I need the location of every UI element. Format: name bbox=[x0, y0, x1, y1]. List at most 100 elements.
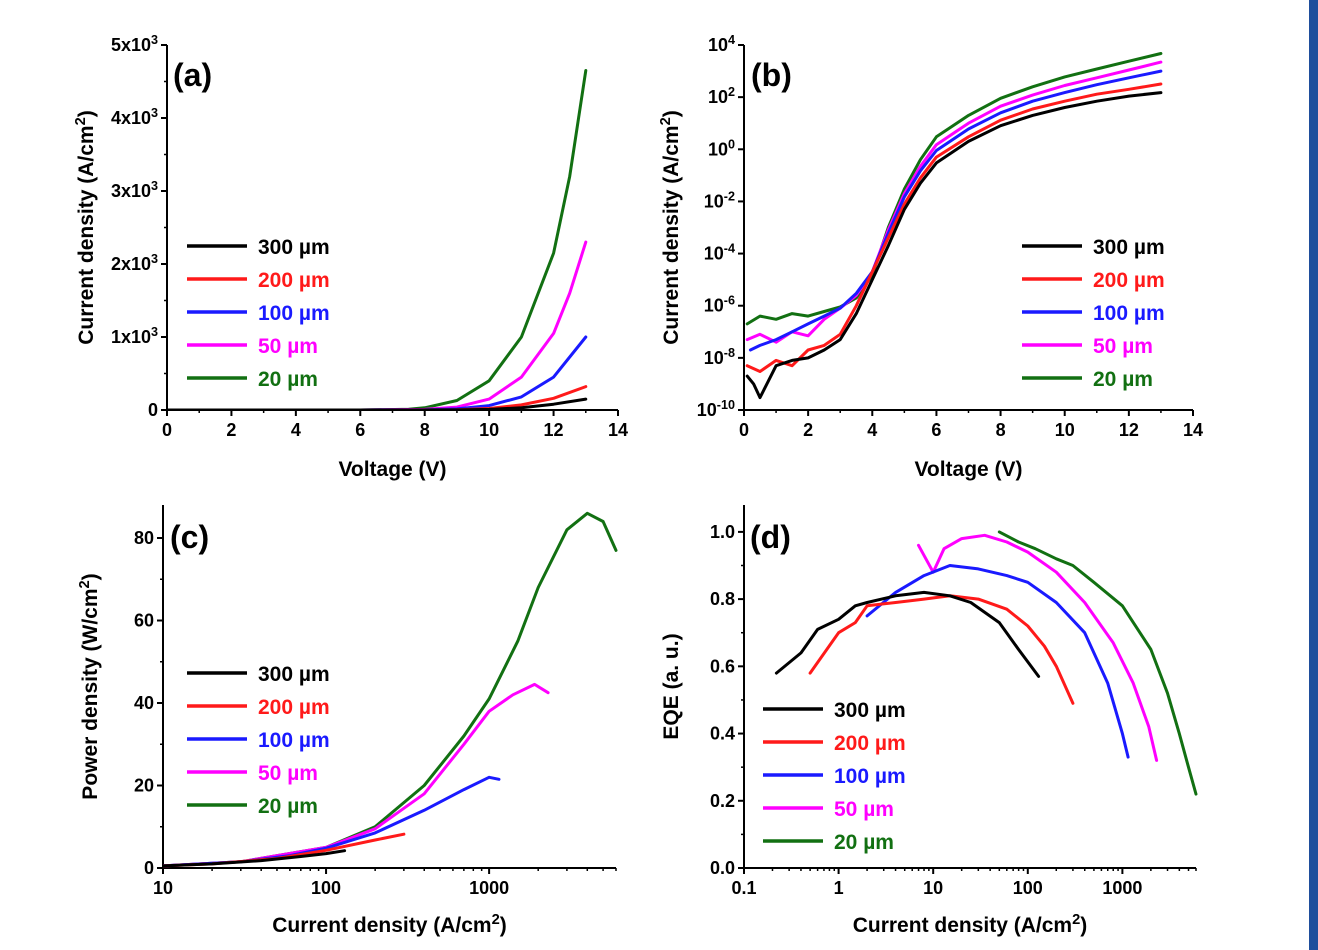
y-tick-label: 0 bbox=[144, 858, 154, 878]
x-tick-label: 100 bbox=[1013, 878, 1043, 898]
right-edge-bar bbox=[1309, 0, 1318, 950]
y-tick-label: 100 bbox=[708, 137, 735, 159]
y-tick-label: 80 bbox=[134, 528, 154, 548]
y-tick-label: 0 bbox=[148, 400, 158, 420]
x-axis-label: Voltage (V) bbox=[338, 458, 446, 481]
x-tick-label: 8 bbox=[420, 420, 430, 440]
x-axis-label: Current density (A/cm2) bbox=[272, 912, 507, 937]
y-tick-label: 0.2 bbox=[710, 791, 735, 811]
legend-label: 300 µm bbox=[834, 699, 906, 722]
x-tick-label: 100 bbox=[311, 878, 341, 898]
x-tick-label: 0 bbox=[162, 420, 172, 440]
y-tick-label: 10-4 bbox=[704, 242, 735, 264]
series-line-300m bbox=[745, 91, 1163, 400]
y-tick-label: 10-2 bbox=[704, 189, 735, 211]
panel-label: (c) bbox=[170, 519, 209, 555]
y-tick-label: 4x103 bbox=[111, 106, 158, 128]
y-tick-label: 10-10 bbox=[697, 398, 735, 420]
legend-label: 50 µm bbox=[258, 762, 318, 785]
series-line-50m bbox=[745, 60, 1163, 344]
panel-a: 0 2 4 6 8 10 12 14 0 1x103 2x103 3x103 4x103 5x103 Vol… bbox=[73, 33, 628, 481]
legend-label: 50 µm bbox=[834, 798, 894, 821]
series-line-20m bbox=[163, 511, 618, 868]
x-tick-label: 4 bbox=[291, 420, 301, 440]
y-tick-label: 10-8 bbox=[704, 346, 735, 368]
legend-label: 50 µm bbox=[258, 335, 318, 358]
x-tick-label: 0.1 bbox=[731, 878, 756, 898]
x-tick-label: 1 bbox=[834, 878, 844, 898]
legend-label: 200 µm bbox=[258, 696, 330, 719]
y-tick-label: 10-6 bbox=[704, 294, 735, 316]
series-line-100m bbox=[748, 69, 1163, 352]
legend-label: 100 µm bbox=[834, 765, 906, 788]
y-axis-label: Current density (A/cm2) bbox=[73, 110, 98, 345]
legend-label: 50 µm bbox=[1093, 335, 1153, 358]
y-tick-label: 104 bbox=[708, 33, 735, 55]
panel-d: 0.1 1 10 100 1000 0.0 0.2 0.4 0.6 0.8 1.0 Current d… bbox=[660, 505, 1198, 937]
legend-label: 200 µm bbox=[834, 732, 906, 755]
series-line-300m bbox=[774, 590, 1041, 678]
legend-label: 300 µm bbox=[1093, 236, 1165, 259]
series-line-100m bbox=[865, 564, 1130, 759]
y-tick-label: 0.4 bbox=[710, 724, 735, 744]
legend-label: 100 µm bbox=[1093, 302, 1165, 325]
x-axis-label: Current density (A/cm2) bbox=[853, 912, 1088, 937]
x-tick-label: 6 bbox=[355, 420, 365, 440]
x-tick-label: 1000 bbox=[1102, 878, 1142, 898]
x-tick-label: 2 bbox=[803, 420, 813, 440]
x-tick-label: 12 bbox=[1119, 420, 1139, 440]
panel-c: 10 100 1000 0 20 40 60 80 Current density (A/cm2… bbox=[77, 505, 618, 937]
x-tick-label: 0 bbox=[739, 420, 749, 440]
x-tick-label: 10 bbox=[1055, 420, 1075, 440]
legend-label: 20 µm bbox=[258, 368, 318, 391]
legend-label: 300 µm bbox=[258, 236, 330, 259]
x-axis-label: Voltage (V) bbox=[914, 458, 1022, 481]
series-line-200m bbox=[163, 832, 406, 868]
series-line-20m bbox=[997, 530, 1198, 796]
series-line-50m bbox=[167, 240, 588, 410]
y-tick-label: 102 bbox=[708, 85, 735, 107]
x-tick-label: 2 bbox=[226, 420, 236, 440]
y-axis-label: Current density (A/cm2) bbox=[658, 110, 683, 345]
series-line-50m bbox=[163, 682, 550, 868]
x-tick-label: 14 bbox=[1183, 420, 1203, 440]
series-line-300m bbox=[167, 397, 588, 410]
y-tick-label: 60 bbox=[134, 611, 154, 631]
x-tick-label: 8 bbox=[996, 420, 1006, 440]
legend-label: 100 µm bbox=[258, 729, 330, 752]
y-tick-label: 2x103 bbox=[111, 252, 158, 274]
x-tick-label: 10 bbox=[923, 878, 943, 898]
y-tick-label: 0.6 bbox=[710, 656, 735, 676]
x-tick-label: 4 bbox=[867, 420, 877, 440]
series-line-20m bbox=[167, 69, 588, 410]
series-line-300m bbox=[163, 849, 347, 868]
legend-label: 20 µm bbox=[1093, 368, 1153, 391]
panel-label: (d) bbox=[750, 519, 791, 555]
series-line-200m bbox=[745, 82, 1163, 373]
legend-label: 20 µm bbox=[258, 795, 318, 818]
panel-label: (a) bbox=[173, 57, 212, 93]
x-tick-label: 14 bbox=[608, 420, 628, 440]
legend-label: 100 µm bbox=[258, 302, 330, 325]
panel-b: 0 2 4 6 8 10 12 14 10-10 10-8 10-6 10-4 10-2 100 102 10… bbox=[658, 33, 1203, 481]
y-tick-label: 40 bbox=[134, 693, 154, 713]
y-axis-label: Power density (W/cm2) bbox=[77, 573, 102, 799]
panel-label: (b) bbox=[751, 57, 792, 93]
x-tick-label: 10 bbox=[153, 878, 173, 898]
y-tick-label: 1x103 bbox=[111, 325, 158, 347]
legend-label: 300 µm bbox=[258, 663, 330, 686]
y-tick-label: 5x103 bbox=[111, 33, 158, 55]
y-tick-label: 1.0 bbox=[710, 522, 735, 542]
x-tick-label: 6 bbox=[931, 420, 941, 440]
x-tick-label: 10 bbox=[479, 420, 499, 440]
series-line-50m bbox=[917, 533, 1159, 762]
y-tick-label: 20 bbox=[134, 776, 154, 796]
y-axis-label: EQE (a. u.) bbox=[660, 633, 683, 739]
legend-label: 20 µm bbox=[834, 831, 894, 854]
legend-label: 200 µm bbox=[1093, 269, 1165, 292]
x-tick-label: 12 bbox=[544, 420, 564, 440]
y-tick-label: 3x103 bbox=[111, 179, 158, 201]
legend-label: 200 µm bbox=[258, 269, 330, 292]
x-tick-label: 1000 bbox=[469, 878, 509, 898]
